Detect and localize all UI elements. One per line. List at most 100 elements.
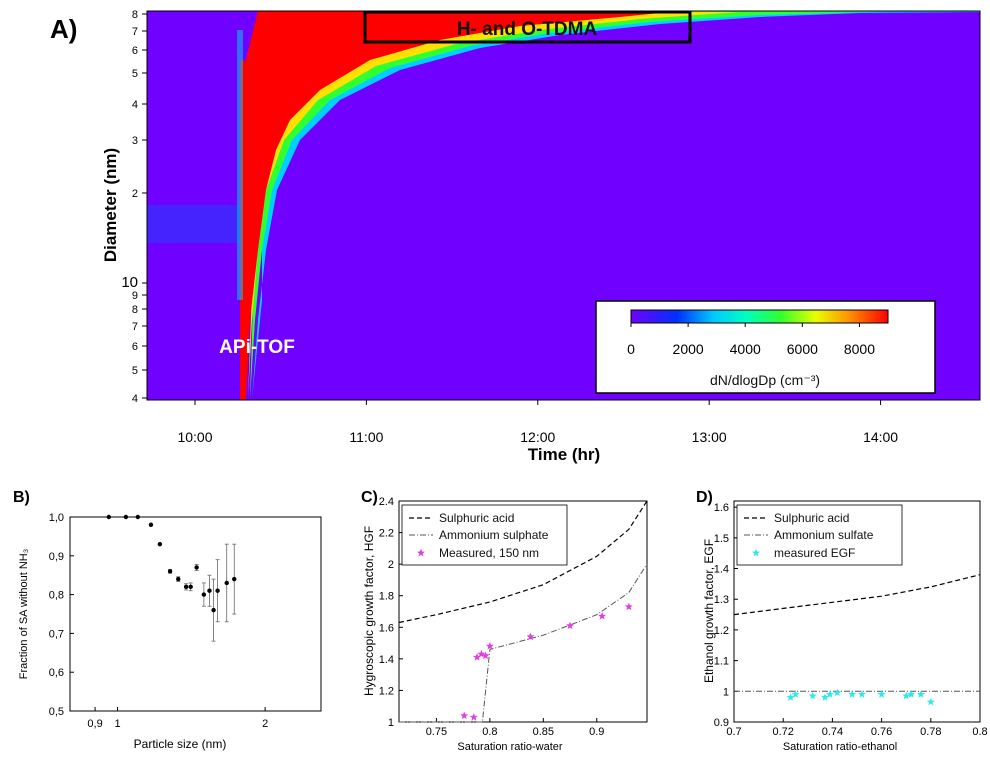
measured-star-marker [877, 690, 886, 698]
panel-a-xlabel: Time (hr) [528, 445, 600, 464]
a-y-tick-label: 10 [121, 274, 138, 291]
panel-a-axes: 10:00 11:00 12:00 13:00 14:00 8 7 6 5 4 3 2 109 8 7 6 5 4 [121, 9, 898, 445]
colorbar-tick-label: 4000 [730, 341, 761, 357]
panel-a-ylabel: Diameter (nm) [101, 148, 120, 262]
measured-star-marker [786, 693, 795, 701]
b-data-point [167, 569, 173, 574]
x-tick-label: 0.7 [726, 726, 741, 738]
legend-box [736, 504, 903, 566]
colorbar-tick-label: 2000 [673, 341, 704, 357]
x-tick-label: 0.9 [589, 726, 604, 738]
series-line-ammonium [399, 563, 648, 723]
growth-core [240, 11, 680, 399]
x-tick-label: 0.76 [871, 726, 892, 738]
a-x-tick-label: 13:00 [692, 429, 727, 445]
y-tick-label: 1.3 [714, 594, 729, 606]
y-tick-label: 1.4 [714, 564, 729, 576]
measured-star-marker [825, 690, 834, 698]
measured-star-marker [485, 642, 494, 650]
legend-box [401, 504, 568, 566]
a-y-tick-label: 9 [132, 290, 138, 302]
b-x-tick-label: 2 [262, 718, 268, 730]
heatmap-area [147, 11, 980, 400]
panel-d-ylabel: Ethanol growth factor, EGF [702, 539, 716, 683]
b-data-point [183, 584, 189, 590]
a-y-tick-label: 7 [132, 26, 138, 38]
x-tick-label: 0.78 [920, 726, 941, 738]
panel-b-xlabel: Particle size (nm) [134, 737, 227, 751]
b-data-point [207, 588, 212, 593]
panel-b-ylabel: Fraction of SA without NH₃ [18, 549, 30, 679]
measured-star-marker [821, 693, 829, 701]
panel-b-frame [69, 516, 322, 712]
legend-label: Ammonium sulfate [774, 528, 874, 542]
legend-label: measured EGF [774, 546, 855, 560]
measured-star-marker [808, 691, 817, 700]
measured-star-marker [598, 612, 607, 620]
measured-star-marker [417, 548, 425, 557]
a-y-tick-label: 8 [132, 304, 138, 316]
b-data-point [135, 514, 141, 520]
b-data-point [224, 580, 229, 586]
measured-star-marker [926, 697, 935, 706]
x-tick-label: 0.74 [822, 726, 843, 738]
colorbar-tick-label: 6000 [787, 341, 818, 357]
b-y-tick-label: 0,8 [49, 590, 64, 602]
y-tick-label: 1 [388, 717, 394, 729]
b-data-point [215, 588, 220, 593]
heatmap-background-band [147, 205, 242, 243]
legend-label: Measured, 150 nm [439, 546, 539, 560]
colorbar-tick-label: 8000 [844, 341, 875, 357]
a-y-tick-label: 5 [132, 68, 138, 80]
y-tick-label: 1 [723, 686, 729, 698]
y-tick-label: 1.6 [714, 502, 729, 514]
measured-star-marker [477, 649, 486, 658]
measured-star-marker [752, 548, 760, 557]
measured-star-marker [857, 690, 866, 698]
b-data-point [148, 522, 154, 527]
y-tick-label: 2.4 [379, 496, 394, 508]
y-tick-label: 1.2 [714, 625, 729, 637]
y-tick-label: 2 [388, 559, 394, 571]
x-tick-label: 0.8 [482, 726, 497, 738]
legend-label: Ammonium sulphate [439, 528, 549, 542]
b-data-point [201, 592, 207, 597]
panel-a-letter: A) [50, 14, 77, 44]
y-tick-label: 0.9 [714, 717, 729, 729]
legend-label: Sulphuric acid [774, 511, 849, 525]
b-data-point [157, 541, 163, 547]
b-y-tick-label: 0,6 [49, 667, 64, 679]
a-y-tick-label: 5 [132, 365, 138, 377]
b-data-point [194, 565, 199, 570]
measured-star-marker [848, 690, 857, 698]
b-x-tick-label: 0,9 [87, 718, 102, 730]
colorbar-label: dN/dlogDp (cm⁻³) [710, 372, 820, 388]
b-data-point [232, 576, 237, 582]
y-tick-label: 1.2 [379, 685, 394, 697]
x-tick-label: 0.8 [972, 726, 987, 738]
x-tick-label: 0.85 [533, 726, 554, 738]
legend-label: Sulphuric acid [439, 511, 514, 525]
a-y-tick-label: 6 [132, 341, 138, 353]
y-tick-label: 1.1 [714, 656, 729, 668]
a-y-tick-label: 2 [132, 188, 138, 200]
panel-b-letter: B) [13, 489, 30, 506]
series-line-sulphuric-acid [398, 500, 648, 624]
legend: Sulphuric acid Ammonium sulfate measured E… [736, 504, 903, 566]
panel-d-xlabel: Saturation ratio-ethanol [783, 741, 897, 753]
y-tick-label: 1.6 [379, 622, 394, 634]
apitof-column-edge [237, 30, 243, 300]
measured-star-marker [473, 653, 481, 661]
y-tick-label: 1.5 [714, 533, 729, 545]
x-tick-label: 0.75 [426, 726, 447, 738]
panel-c-letter: C) [361, 489, 378, 506]
measured-star-marker [469, 713, 478, 721]
measured-star-marker [917, 690, 925, 698]
a-x-tick-label: 12:00 [520, 429, 555, 445]
colorbar: 0 2000 4000 6000 8000 dN/dlogDp (cm⁻³) [595, 300, 936, 394]
panel-c-xlabel: Saturation ratio-water [457, 741, 562, 753]
a-x-tick-label: 11:00 [349, 429, 383, 445]
measured-star-marker [624, 602, 633, 611]
b-data-point [176, 576, 181, 582]
